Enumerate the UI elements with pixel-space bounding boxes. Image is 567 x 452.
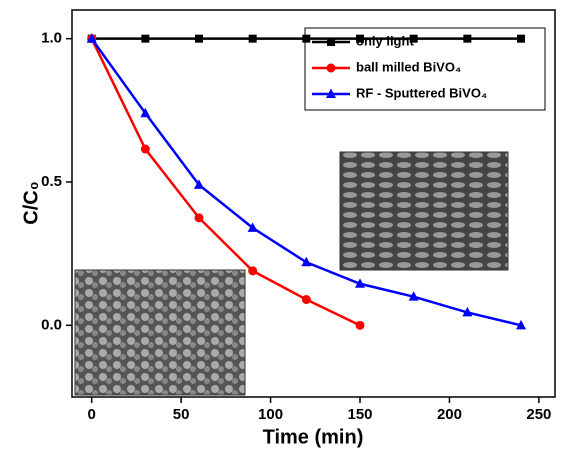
- marker: [517, 34, 526, 43]
- x-tick-label: 100: [258, 406, 283, 423]
- x-tick-label: 250: [526, 406, 551, 423]
- marker: [248, 34, 257, 43]
- x-tick-label: 150: [347, 406, 372, 423]
- marker: [247, 222, 258, 232]
- x-tick-label: 200: [437, 406, 462, 423]
- legend-label: only light: [356, 33, 414, 48]
- x-axis-label: Time (min): [263, 426, 364, 448]
- marker: [326, 63, 336, 73]
- marker: [408, 291, 419, 301]
- y-tick-label: 1.0: [41, 30, 62, 47]
- marker: [409, 34, 418, 43]
- marker: [86, 33, 97, 43]
- legend-label: ball milled BiVO₄: [356, 59, 461, 74]
- sem-inset-left: [74, 269, 246, 396]
- y-axis-label: C/C₀: [20, 181, 42, 224]
- legend-label: RF - Sputtered BiVO₄: [356, 85, 487, 100]
- marker: [141, 34, 150, 43]
- marker: [356, 34, 365, 43]
- marker: [195, 34, 204, 43]
- marker: [248, 266, 258, 276]
- marker: [462, 306, 473, 317]
- marker: [327, 38, 335, 46]
- x-tick-label: 0: [88, 406, 96, 423]
- marker: [140, 144, 150, 154]
- marker: [301, 256, 312, 267]
- marker: [140, 107, 151, 118]
- marker: [355, 320, 365, 330]
- y-tick-label: 0.5: [41, 173, 62, 190]
- y-tick-label: 0.0: [41, 316, 62, 333]
- series-line: [90, 38, 361, 327]
- marker: [301, 295, 311, 305]
- marker: [194, 213, 204, 223]
- x-tick-label: 50: [173, 406, 190, 423]
- marker: [326, 88, 336, 98]
- marker: [194, 179, 205, 189]
- sem-inset-right: [339, 151, 509, 271]
- marker: [302, 34, 311, 43]
- marker: [355, 278, 366, 288]
- marker: [516, 319, 527, 330]
- plot-frame: [71, 9, 556, 398]
- marker: [463, 34, 472, 43]
